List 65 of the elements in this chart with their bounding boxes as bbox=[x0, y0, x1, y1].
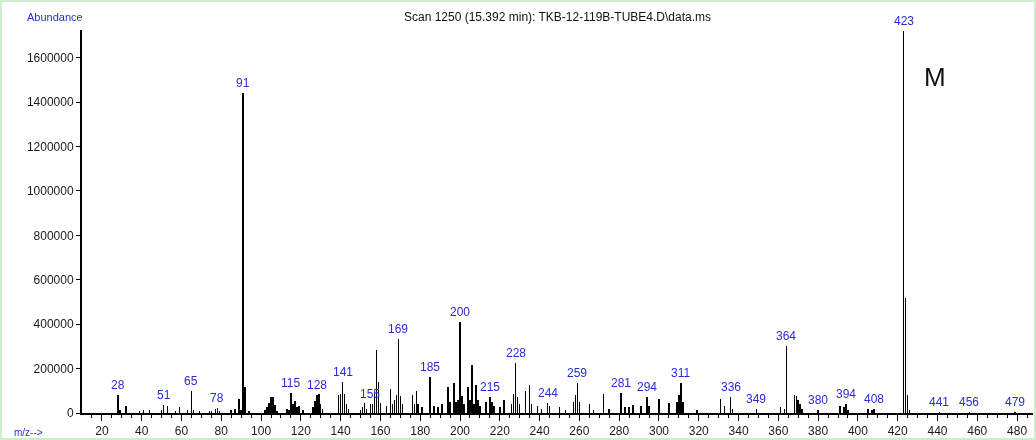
x-tick-label: 60 bbox=[174, 423, 189, 438]
x-tick-label: 20 bbox=[95, 423, 109, 438]
x-tick-label: 200 bbox=[449, 423, 471, 438]
annotation: 259 bbox=[567, 366, 588, 380]
y-tick-label: 0 bbox=[66, 406, 74, 421]
annotation: 380 bbox=[808, 393, 829, 407]
x-tick-label: 40 bbox=[135, 423, 149, 438]
y-tick-label: 400000 bbox=[33, 317, 74, 332]
x-tick-label: 140 bbox=[330, 423, 351, 438]
annotation: 51 bbox=[157, 388, 171, 402]
annotation: 65 bbox=[184, 374, 198, 388]
y-tick-label: 1600000 bbox=[26, 50, 74, 65]
annotation: 423 bbox=[894, 14, 915, 28]
x-tick-label: 480 bbox=[1007, 423, 1028, 438]
y-tick-label: 200000 bbox=[33, 361, 74, 376]
x-tick-label: 160 bbox=[370, 423, 391, 438]
annotation: 28 bbox=[111, 378, 125, 392]
y-tick-label: 1000000 bbox=[26, 184, 74, 199]
annotation: 244 bbox=[538, 386, 559, 400]
annotation: 336 bbox=[721, 380, 742, 394]
annotation: 294 bbox=[637, 380, 658, 394]
annotation: 349 bbox=[746, 392, 767, 406]
x-tick-label: 400 bbox=[847, 423, 869, 438]
annotation: 456 bbox=[959, 395, 980, 409]
x-tick-label: 180 bbox=[410, 423, 431, 438]
x-tick-label: 300 bbox=[648, 423, 670, 438]
annotation: 78 bbox=[210, 391, 224, 405]
y-axis-title: Abundance bbox=[27, 11, 83, 23]
x-tick-label: 320 bbox=[688, 423, 710, 438]
x-tick-label: 220 bbox=[489, 423, 511, 438]
annotation: 441 bbox=[929, 395, 950, 409]
annotation: 128 bbox=[307, 378, 328, 392]
annotation: 115 bbox=[281, 376, 301, 390]
x-tick-label: 280 bbox=[609, 423, 630, 438]
annotation: 215 bbox=[480, 380, 501, 394]
x-tick-label: 240 bbox=[529, 423, 550, 438]
annotation: 479 bbox=[1005, 395, 1026, 409]
annotation: 394 bbox=[836, 387, 857, 401]
annotation: 141 bbox=[333, 365, 354, 379]
annotation: 281 bbox=[611, 376, 632, 390]
x-tick-label: 100 bbox=[251, 423, 272, 438]
annotation: 228 bbox=[506, 346, 527, 360]
x-tick-label: 340 bbox=[728, 423, 749, 438]
annotation: M bbox=[924, 62, 946, 92]
x-tick-label: 440 bbox=[927, 423, 948, 438]
x-tick-label: 260 bbox=[569, 423, 590, 438]
annotation: 311 bbox=[671, 366, 691, 380]
annotation: 364 bbox=[776, 329, 797, 343]
annotation: 169 bbox=[388, 322, 409, 336]
annotation: 408 bbox=[864, 392, 885, 406]
y-tick-label: 1200000 bbox=[26, 139, 74, 154]
y-tick-label: 800000 bbox=[33, 228, 74, 243]
x-tick-label: 120 bbox=[290, 423, 312, 438]
y-tick-label: 600000 bbox=[33, 272, 74, 287]
annotation: 91 bbox=[236, 76, 250, 90]
x-tick-label: 80 bbox=[214, 423, 229, 438]
y-tick-label: 1400000 bbox=[26, 95, 74, 110]
x-axis-title: m/z--> bbox=[14, 427, 43, 438]
x-tick-label: 380 bbox=[808, 423, 829, 438]
annotation: 200 bbox=[450, 305, 471, 319]
annotation: 185 bbox=[420, 360, 441, 374]
x-tick-label: 360 bbox=[768, 423, 789, 438]
x-tick-label: 420 bbox=[887, 423, 909, 438]
x-tick-label: 460 bbox=[967, 423, 988, 438]
chart-title: Scan 1250 (15.392 min): TKB-12-119B-TUBE4.D\data.ms bbox=[403, 10, 712, 25]
